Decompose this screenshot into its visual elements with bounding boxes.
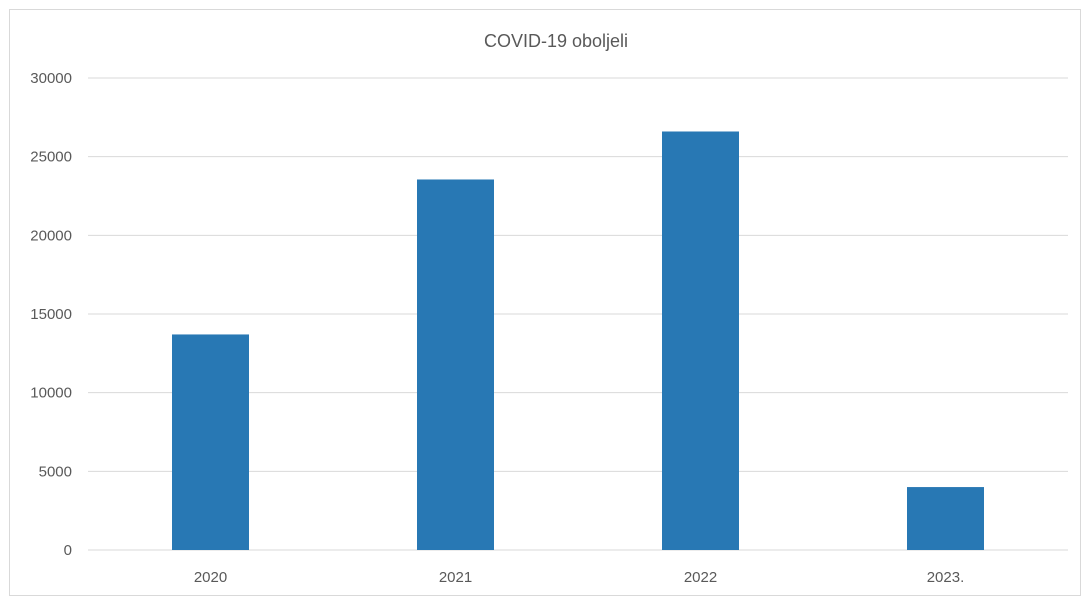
x-tick-label: 2022 [684, 569, 717, 586]
bar-2020 [172, 334, 249, 550]
bar-2022 [662, 131, 739, 550]
y-tick-label: 20000 [30, 227, 72, 244]
y-tick-label: 30000 [30, 70, 72, 87]
chart-title: COVID-19 oboljeli [484, 31, 628, 51]
x-tick-label: 2023. [927, 569, 965, 586]
x-axis-tick-labels: 2020 2021 2022 2023. [194, 569, 964, 586]
bar-2023 [907, 487, 984, 550]
bar-2021 [417, 179, 494, 551]
y-axis-tick-labels: 0 5000 10000 15000 20000 25000 30000 [30, 70, 72, 559]
x-tick-label: 2021 [439, 569, 472, 586]
gridlines [88, 77, 1068, 551]
y-tick-label: 25000 [30, 149, 72, 166]
bars [172, 131, 984, 551]
y-tick-label: 15000 [30, 306, 72, 323]
y-tick-label: 5000 [39, 463, 72, 480]
y-tick-label: 10000 [30, 385, 72, 402]
x-tick-label: 2020 [194, 569, 227, 586]
y-tick-label: 0 [64, 542, 72, 559]
